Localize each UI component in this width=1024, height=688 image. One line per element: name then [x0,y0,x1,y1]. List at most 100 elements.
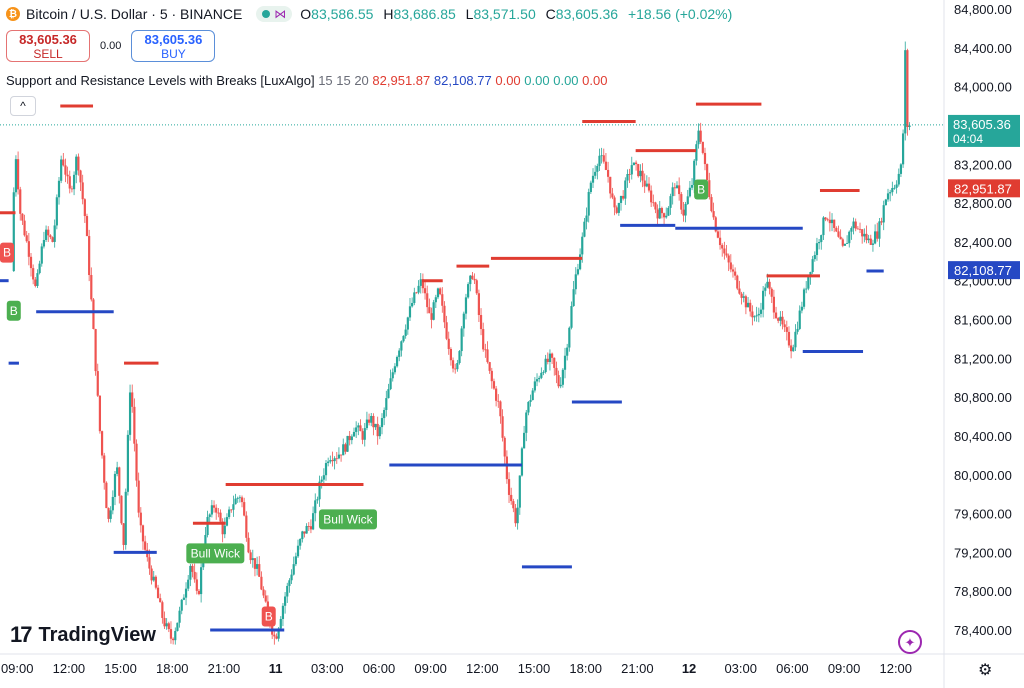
candle-body [169,629,173,639]
candle-body [454,368,457,370]
candle-body [833,219,836,228]
candle-body [228,509,231,518]
candle-body [445,322,448,339]
candle-body [391,372,394,379]
candle-body [512,501,515,509]
candle-body [551,353,554,358]
candle-body [423,288,427,294]
y-tick-label: 84,000.00 [954,80,1012,95]
resistance-badge-label: 82,951.87 [954,181,1012,196]
symbol-title[interactable]: Bitcoin / U.S. Dollar · 5 · BINANCE [26,6,243,22]
candle-body [311,513,315,530]
candle-body [882,205,885,223]
candle-body [751,311,754,318]
candle-body [365,419,369,429]
candle-body [867,238,870,241]
candle-body [376,423,379,437]
candle-body [281,605,285,619]
candle-body [880,221,883,223]
candle-body [606,169,610,177]
candle-body [725,253,728,256]
candle-body [36,273,39,286]
candle-body [660,208,664,214]
candle-body [523,432,526,449]
candle-body [372,415,375,428]
candle-body [714,217,717,232]
candle-body [309,526,313,530]
candle-body [559,384,562,387]
candle-body [120,495,123,524]
candle-body [766,281,769,288]
sell-button[interactable]: 83,605.36 SELL [6,30,90,62]
candle-body [320,479,323,482]
status-pill[interactable]: ⋈ [256,6,293,22]
candle-body [742,296,745,298]
candle-body [828,219,831,224]
buy-button[interactable]: 83,605.36 BUY [131,30,216,62]
candle-body [126,434,130,492]
candle-body [81,182,84,200]
candle-body [686,196,689,204]
candle-body [355,427,358,432]
candle-body [630,165,633,175]
candle-body [805,288,808,290]
candle-body [111,496,114,511]
candle-body [596,165,599,172]
candle-body [781,316,784,325]
candle-body [662,213,666,218]
candle-body [352,431,356,437]
candle-body [66,174,69,177]
candle-body [387,389,390,399]
candle-body [223,525,226,535]
y-tick-label: 84,400.00 [954,41,1012,56]
assistant-sparkle-icon[interactable]: ✦ [898,630,922,654]
candle-body [307,525,310,527]
candle-body [344,444,347,452]
candle-body [350,436,353,441]
candle-body [411,302,414,307]
settings-gear-icon[interactable]: ⚙ [978,662,993,679]
candle-body [727,255,730,263]
candle-body [516,507,519,524]
candle-body [518,475,521,508]
candle-body [178,610,181,623]
candle-body [339,454,343,456]
tradingview-logo[interactable]: 17 TradingView [10,622,156,648]
candle-body [505,456,508,480]
candle-body [835,227,838,232]
candle-body [230,509,233,511]
candle-body [393,366,397,373]
collapse-legend-button[interactable]: ^ [10,96,36,116]
candle-body [826,219,829,221]
last-price-label: 83,605.36 [953,117,1011,132]
candle-body [55,197,58,226]
candle-body [109,510,112,519]
candle-body [693,160,696,186]
candle-body [296,545,300,557]
candle-body [47,229,50,236]
candle-body [27,241,30,257]
candle-body [251,558,254,561]
candle-body [434,297,437,303]
candle-body [374,423,377,428]
price-change: +18.56 (+0.02%) [627,6,733,22]
candle-body [544,358,547,373]
x-tick-label: 18:00 [569,661,602,676]
candle-body [447,338,450,349]
candle-body [690,185,694,188]
candle-body [600,155,603,157]
candle-body [716,231,720,238]
candle-body [189,565,192,580]
candle-body [430,313,433,320]
x-tick-label: 09:00 [414,661,447,676]
candle-body [137,480,140,513]
candle-body [563,355,567,370]
indicator-legend[interactable]: Support and Resistance Levels with Break… [6,73,607,88]
candle-body [708,180,711,198]
share-icon: ⋈ [274,7,287,21]
candle-body [568,327,571,348]
candle-body [128,392,132,435]
trade-panel: 83,605.36 SELL 0.00 83,605.36 BUY [6,30,216,62]
candle-body [322,475,325,480]
